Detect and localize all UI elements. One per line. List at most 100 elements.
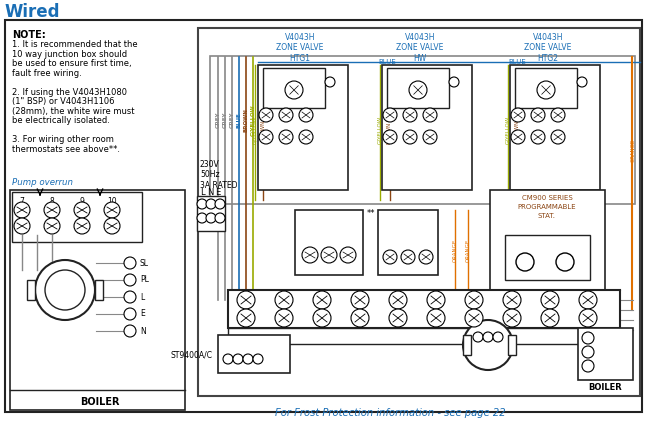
Circle shape <box>299 108 313 122</box>
Circle shape <box>389 291 407 309</box>
Circle shape <box>556 253 574 271</box>
Circle shape <box>577 77 587 87</box>
Circle shape <box>74 218 90 234</box>
Text: STAT.: STAT. <box>538 213 556 219</box>
Text: PL: PL <box>140 276 149 284</box>
Text: SL: SL <box>140 259 149 268</box>
Circle shape <box>325 77 335 87</box>
Circle shape <box>582 346 594 358</box>
Circle shape <box>401 250 415 264</box>
Circle shape <box>579 291 597 309</box>
Text: N: N <box>52 281 58 290</box>
Text: N: N <box>476 334 481 340</box>
Circle shape <box>279 130 293 144</box>
Text: Pump overrun: Pump overrun <box>12 178 73 187</box>
Circle shape <box>313 309 331 327</box>
Text: NOTE:: NOTE: <box>12 30 46 40</box>
Circle shape <box>340 247 356 263</box>
Circle shape <box>237 291 255 309</box>
Circle shape <box>279 108 293 122</box>
Text: 9: 9 <box>548 290 553 296</box>
Text: 230V
50Hz
3A RATED: 230V 50Hz 3A RATED <box>200 160 237 190</box>
Bar <box>228 328 620 344</box>
Circle shape <box>582 332 594 344</box>
Circle shape <box>409 81 427 99</box>
Circle shape <box>493 332 503 342</box>
Text: E: E <box>486 334 490 340</box>
Text: thermostats see above**.: thermostats see above**. <box>12 144 120 154</box>
Circle shape <box>275 309 293 327</box>
Bar <box>387 68 449 108</box>
Text: E: E <box>140 309 145 319</box>
Text: ORANGE: ORANGE <box>630 138 635 162</box>
Text: L: L <box>610 333 614 343</box>
Text: HW HTG: HW HTG <box>238 357 270 365</box>
Text: ROOM STAT: ROOM STAT <box>311 224 347 229</box>
Circle shape <box>215 213 225 223</box>
Circle shape <box>419 250 433 264</box>
Text: 2. If using the V4043H1080: 2. If using the V4043H1080 <box>12 87 127 97</box>
Circle shape <box>551 108 565 122</box>
Text: fault free wiring.: fault free wiring. <box>12 68 82 78</box>
Circle shape <box>35 260 95 320</box>
Circle shape <box>104 202 120 218</box>
Bar <box>198 28 640 396</box>
Circle shape <box>531 108 545 122</box>
Circle shape <box>516 253 534 271</box>
Circle shape <box>579 309 597 327</box>
Text: N: N <box>610 362 616 371</box>
Circle shape <box>299 130 313 144</box>
Text: MOTOR: MOTOR <box>406 74 430 79</box>
Text: BLUE: BLUE <box>378 59 396 65</box>
Text: S: S <box>246 341 250 349</box>
Circle shape <box>389 309 407 327</box>
Circle shape <box>423 130 437 144</box>
Text: GREY: GREY <box>223 112 228 128</box>
Circle shape <box>197 213 207 223</box>
Circle shape <box>551 130 565 144</box>
Text: 5: 5 <box>396 290 400 296</box>
Text: ST9400A/C: ST9400A/C <box>171 351 213 360</box>
Circle shape <box>351 309 369 327</box>
Bar <box>505 235 590 280</box>
Text: O: O <box>594 347 602 357</box>
Text: BROWN: BROWN <box>514 119 520 141</box>
Bar <box>463 335 471 355</box>
Text: 2  1  3: 2 1 3 <box>318 232 340 238</box>
Text: N: N <box>207 187 214 197</box>
Circle shape <box>465 309 483 327</box>
Text: 3. For wiring other room: 3. For wiring other room <box>12 135 114 144</box>
Text: BROWN: BROWN <box>261 119 265 141</box>
Circle shape <box>427 291 445 309</box>
Text: O: O <box>594 333 602 343</box>
Circle shape <box>237 309 255 327</box>
Text: BROWN: BROWN <box>243 108 248 132</box>
Text: 8: 8 <box>50 197 54 206</box>
Bar <box>510 65 600 190</box>
Text: Wired: Wired <box>5 3 61 21</box>
Text: G/YELLOW: G/YELLOW <box>505 116 510 144</box>
Circle shape <box>45 270 85 310</box>
Circle shape <box>463 320 513 370</box>
Circle shape <box>503 309 521 327</box>
Bar <box>10 190 185 410</box>
Bar <box>508 335 516 355</box>
Circle shape <box>541 291 559 309</box>
Text: PUMP: PUMP <box>55 294 74 300</box>
Circle shape <box>383 130 397 144</box>
Text: L: L <box>496 334 500 340</box>
Circle shape <box>473 332 483 342</box>
Circle shape <box>285 81 303 99</box>
Circle shape <box>321 247 337 263</box>
Text: 2: 2 <box>282 290 286 296</box>
Text: PROGRAMMABLE: PROGRAMMABLE <box>518 204 576 210</box>
Circle shape <box>233 354 243 364</box>
Text: N: N <box>233 341 239 349</box>
Text: 10: 10 <box>107 197 117 206</box>
Bar <box>12 192 142 242</box>
Text: PUMP: PUMP <box>478 347 498 353</box>
Circle shape <box>124 274 136 286</box>
Circle shape <box>483 332 493 342</box>
Text: 4: 4 <box>358 290 362 296</box>
Circle shape <box>243 354 253 364</box>
